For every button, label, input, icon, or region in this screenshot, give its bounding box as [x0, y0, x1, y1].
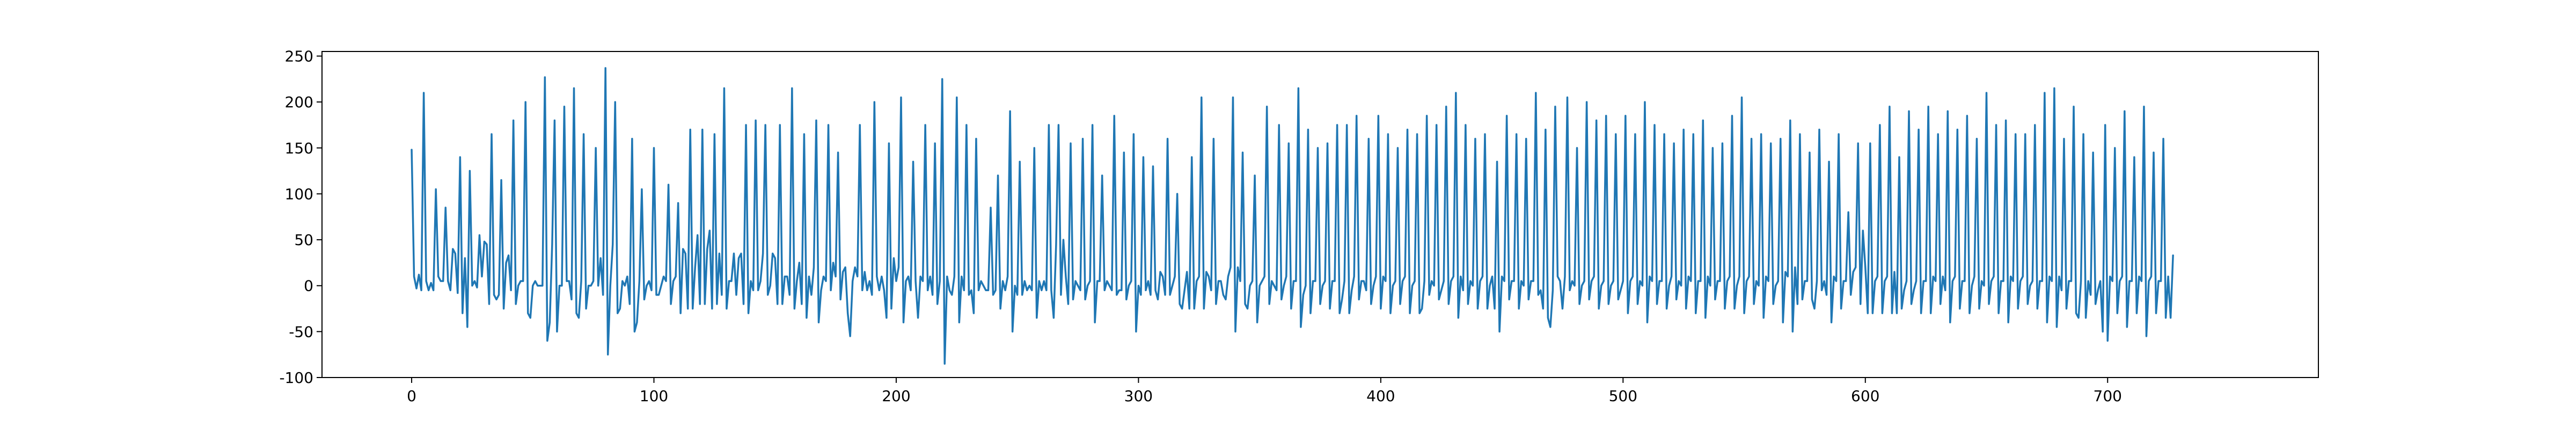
x-axis: 0 100 200 300 400 500 600 700 [407, 378, 2122, 405]
plot-background [322, 51, 2318, 378]
y-tick-label: 250 [285, 48, 313, 65]
x-tick-label: 100 [640, 387, 668, 405]
x-tick-label: 500 [1609, 387, 1637, 405]
y-tick-label: 200 [285, 93, 313, 111]
x-tick-label: 300 [1124, 387, 1153, 405]
x-tick-label: 700 [2094, 387, 2122, 405]
y-tick-label: 50 [294, 231, 313, 249]
x-tick-label: 0 [407, 387, 416, 405]
plot-area [321, 51, 2319, 378]
x-tick-label: 400 [1366, 387, 1395, 405]
x-tick-label: 200 [882, 387, 910, 405]
y-tick-label: 150 [285, 139, 313, 157]
axes-frame [321, 51, 2319, 378]
y-tick-label: -100 [279, 369, 313, 387]
series-line [411, 67, 2174, 365]
y-tick-label: 100 [285, 185, 313, 203]
x-tick-label: 600 [1851, 387, 1879, 405]
y-tick-label: 0 [304, 277, 313, 295]
y-tick-label: -50 [289, 323, 313, 341]
y-axis: -100 -50 0 50 100 150 200 250 [279, 48, 322, 387]
